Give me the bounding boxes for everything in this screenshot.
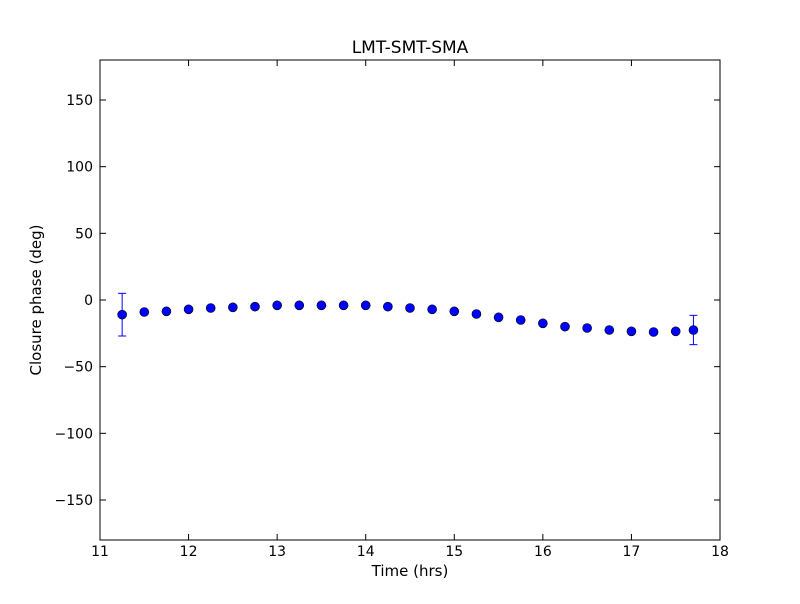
data-point [294,300,305,311]
x-tick-label: 16 [534,544,552,560]
y-tick-label: 0 [84,293,93,309]
data-point [626,326,637,337]
x-tick-label: 14 [357,544,375,560]
data-point [471,309,482,319]
x-tick-label: 15 [445,544,463,560]
x-tick-label: 13 [268,544,286,560]
data-point [250,301,260,312]
y-tick-label: 150 [66,93,93,109]
data-point [383,301,393,312]
data-point [515,315,526,325]
y-tick-label: 100 [66,160,93,176]
data-point [604,325,615,335]
axis-ticks: 11 12 13 14 15 16 17 18 150 100 50 0 −50 −100 −150 [55,60,729,560]
data-point [272,300,282,311]
data-point [582,323,592,333]
x-tick-label: 18 [711,544,729,560]
data-point [139,307,150,317]
data-point [493,312,504,323]
data-point [228,302,238,313]
data-point [117,309,127,320]
y-tick-label: −150 [55,493,93,509]
data-point [183,304,194,315]
x-tick-label: 11 [91,544,109,560]
data-point [360,300,371,311]
data-point [538,318,548,329]
data-point [316,300,327,311]
data-point [560,321,570,332]
data-point [161,306,172,317]
y-tick-label: −50 [63,360,93,376]
y-tick-label: −100 [55,426,93,442]
y-tick-label: 50 [75,226,93,242]
x-tick-label: 17 [623,544,641,560]
plot-area [117,292,699,346]
chart-title: LMT-SMT-SMA [352,38,469,58]
data-point [648,327,659,337]
data-point [338,300,349,311]
y-axis-label: Closure phase (deg) [27,225,45,376]
x-tick-label: 12 [180,544,198,560]
data-point [449,306,460,317]
data-point [405,303,415,313]
data-point [205,303,216,313]
x-axis-label: Time (hrs) [371,562,449,580]
data-point [670,326,681,337]
data-point [688,325,699,335]
plot-frame [99,59,721,541]
data-point [427,304,437,315]
